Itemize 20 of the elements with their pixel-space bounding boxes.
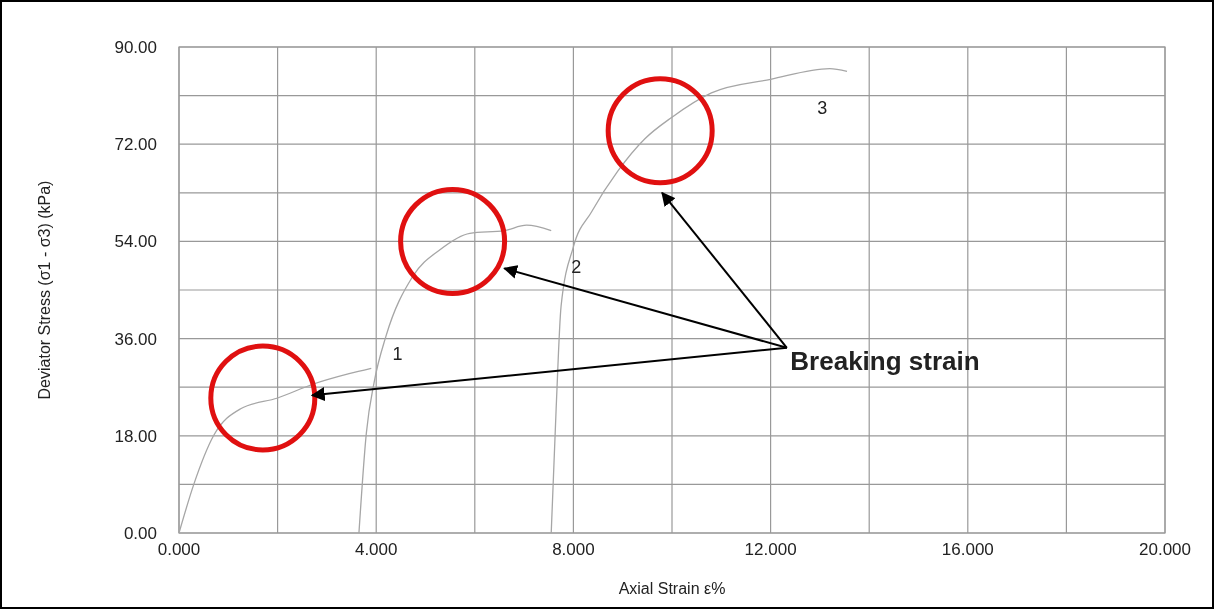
annotation: Breaking strain bbox=[790, 345, 980, 376]
x-tick-label: 4.000 bbox=[354, 540, 398, 559]
y-tick-label: 0.00 bbox=[123, 524, 157, 543]
annotation: 1 bbox=[392, 343, 403, 364]
annotation: 2 bbox=[571, 257, 582, 278]
x-tick-label: 20.000 bbox=[1139, 540, 1191, 559]
line-series bbox=[178, 367, 372, 534]
x-tick-label: 12.000 bbox=[744, 540, 797, 559]
x-tick-label: 8.000 bbox=[552, 540, 595, 559]
y-tick-label: 54.00 bbox=[114, 232, 157, 252]
y-tick-label: 18.00 bbox=[114, 426, 157, 446]
y-tick-label: 36.00 bbox=[114, 329, 157, 349]
y-tick-label: 90.00 bbox=[114, 38, 157, 57]
x-tick-label: 0.000 bbox=[157, 540, 201, 559]
annotation: 3 bbox=[817, 97, 828, 118]
x-tick-label: 16.000 bbox=[941, 540, 994, 559]
y-tick-label: 72.00 bbox=[114, 135, 157, 155]
x-axis-title: Axial Strain ε% bbox=[618, 580, 726, 597]
line-series bbox=[358, 224, 552, 534]
y-axis-title: Deviator Stress (σ1 - σ3) (kPa) bbox=[36, 180, 53, 400]
